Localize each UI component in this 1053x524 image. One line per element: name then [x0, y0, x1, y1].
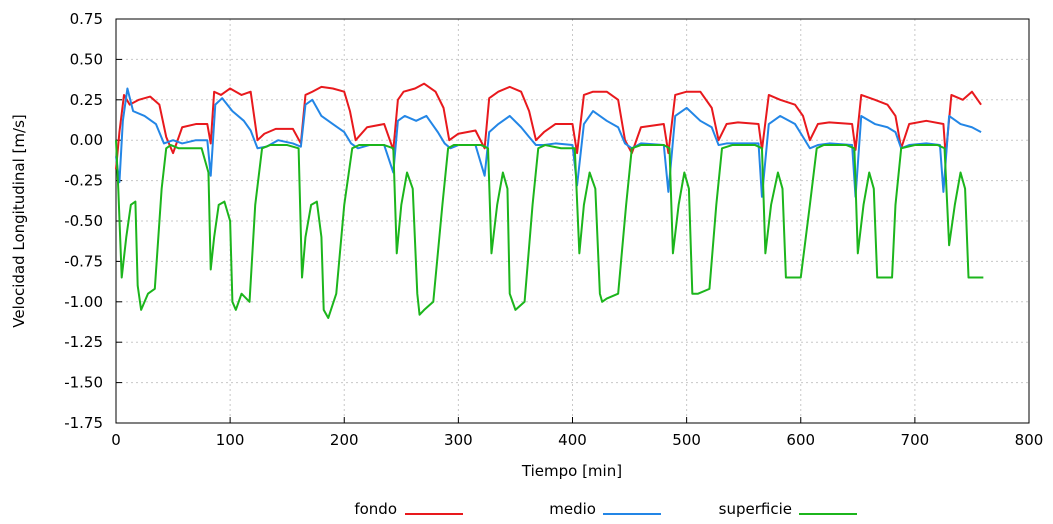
- x-tick-label: 300: [444, 431, 473, 449]
- y-tick-label: -0.50: [64, 212, 103, 230]
- y-tick-label: -1.25: [64, 333, 103, 351]
- x-tick-label: 500: [672, 431, 701, 449]
- y-tick-label: 0.50: [70, 50, 103, 68]
- series-line-superficie: [115, 140, 984, 319]
- y-tick-label: 0.25: [70, 91, 103, 109]
- series-lines: [115, 82, 984, 319]
- y-tick-label: -0.75: [64, 252, 103, 270]
- x-tick-label: 800: [1015, 431, 1044, 449]
- series-line-medio: [115, 87, 982, 198]
- grid-lines: [115, 18, 1030, 424]
- x-axis-ticks: 0 100 200 300 400 500 600 700 800: [111, 417, 1043, 449]
- y-tick-label: -1.75: [64, 414, 103, 432]
- legend-label-superficie: superficie: [719, 500, 792, 518]
- x-tick-label: 700: [901, 431, 930, 449]
- x-tick-label: 400: [558, 431, 587, 449]
- x-axis-title: Tiempo [min]: [521, 462, 622, 480]
- legend: fondo medio superficie: [354, 500, 857, 518]
- y-axis-ticks: 0.75 0.50 0.25 0.00 -0.25 -0.50 -0.75 -1.00 -1.2…: [64, 10, 122, 432]
- plot-frame: [115, 18, 1030, 424]
- x-tick-label: 200: [330, 431, 359, 449]
- y-tick-label: 0.75: [70, 10, 103, 28]
- y-tick-label: -1.50: [64, 374, 103, 392]
- y-axis-title: Velocidad Longitudinal [m/s]: [10, 114, 28, 327]
- legend-label-medio: medio: [549, 500, 596, 518]
- series-line-fondo: [115, 82, 982, 170]
- x-tick-label: 100: [216, 431, 245, 449]
- legend-label-fondo: fondo: [354, 500, 397, 518]
- x-tick-label: 0: [111, 431, 121, 449]
- y-tick-label: -0.25: [64, 172, 103, 190]
- y-tick-label: 0.00: [70, 131, 103, 149]
- x-tick-label: 600: [786, 431, 815, 449]
- y-tick-label: -1.00: [64, 293, 103, 311]
